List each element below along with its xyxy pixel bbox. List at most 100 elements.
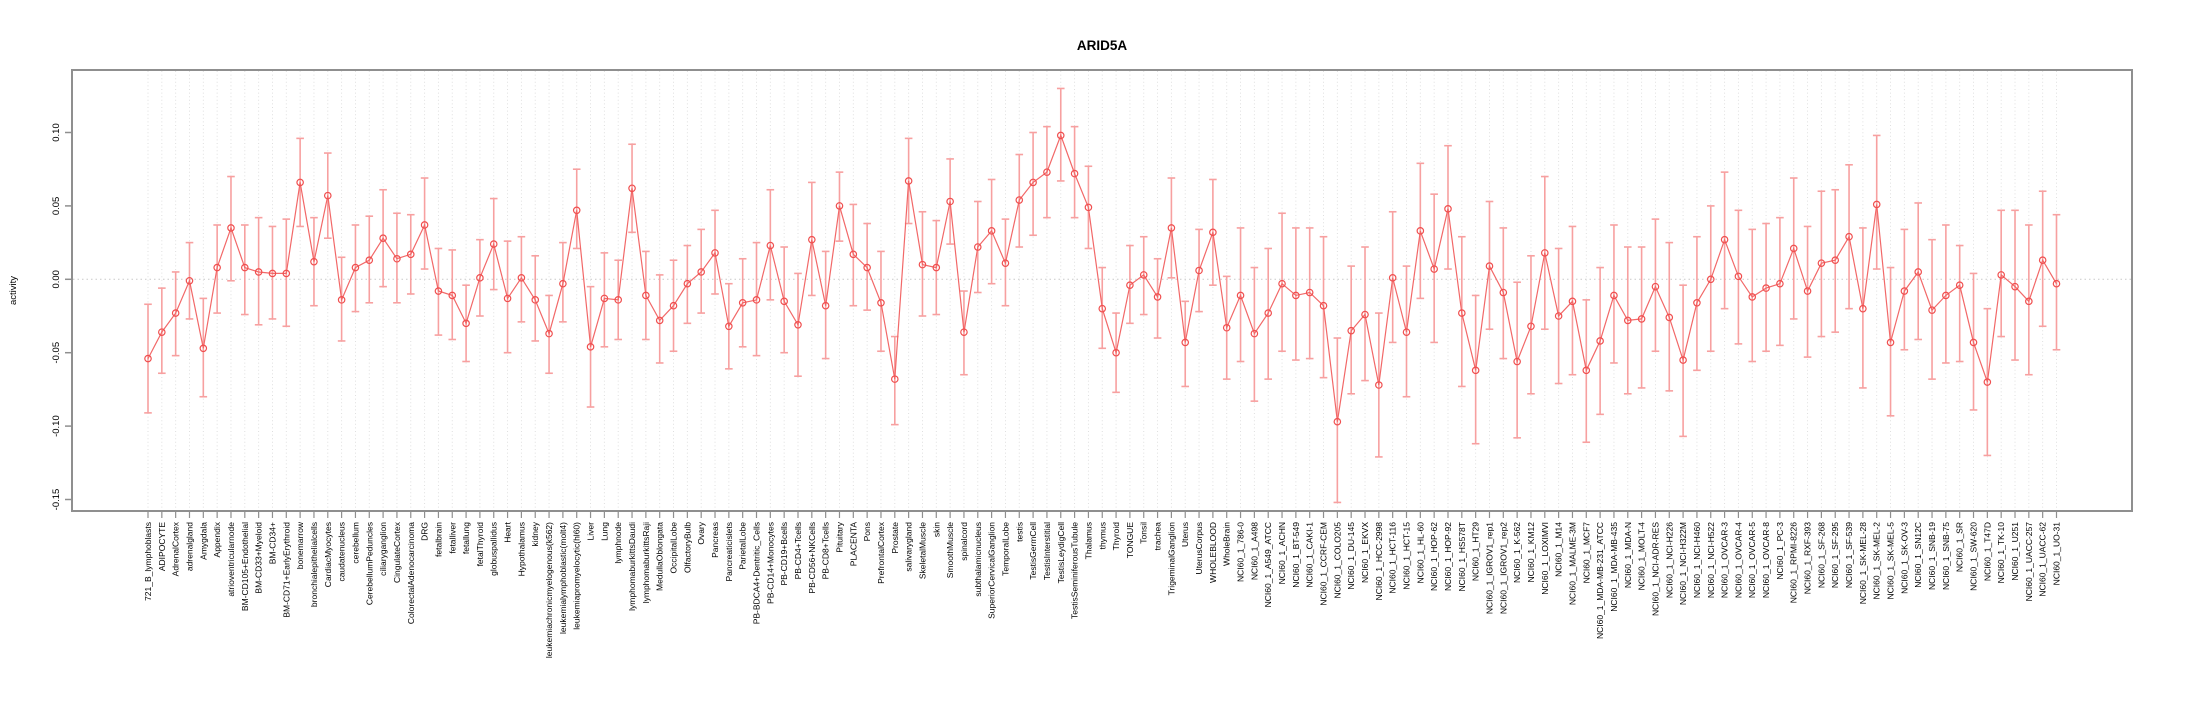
x-tick-label: NCI60_1_M14 <box>1554 522 1564 577</box>
data-point <box>1209 228 1217 237</box>
y-tick-label: 0.05 <box>51 197 62 216</box>
data-point <box>2025 297 2033 306</box>
data-point <box>1568 297 1577 306</box>
x-tick-label: NCI60_1_SK-MEL-5 <box>1886 522 1896 600</box>
x-tick-label: SkeletalMuscle <box>917 522 927 579</box>
x-tick-label: WHOLEBLOOD <box>1208 522 1218 583</box>
data-point <box>1458 309 1466 317</box>
data-point <box>780 297 788 306</box>
chart-title: ARID5A <box>1077 38 1128 53</box>
data-point <box>1955 281 1964 289</box>
data-point <box>987 227 996 235</box>
data-points <box>144 131 2061 426</box>
x-tick-label: NCI60_1_SN12C <box>1913 522 1923 588</box>
x-tick-label: caudatenucleus <box>337 522 347 582</box>
x-tick-label: ADIPOCYTE <box>157 522 167 571</box>
data-point <box>448 291 457 300</box>
data-point <box>1181 338 1190 347</box>
x-tick-label: Prostate <box>890 522 900 554</box>
x-tick-label: fetallung <box>461 522 471 554</box>
x-axis: 721_B_lymphoblasts ADIPOCYTE AdrenalCortex… <box>143 511 2062 658</box>
data-point <box>1029 178 1037 187</box>
data-point <box>1527 322 1535 331</box>
x-tick-label: Pons <box>862 522 872 541</box>
data-point <box>628 184 636 193</box>
x-tick-label: NCI60_1_NCI-H522 <box>1706 522 1716 598</box>
x-tick-label: Lung <box>599 522 609 541</box>
x-tick-label: NCI60_1_COLO205 <box>1332 522 1342 599</box>
data-point <box>1803 287 1812 295</box>
x-tick-label: NCI60_1_SK-MEL-28 <box>1858 522 1868 604</box>
x-tick-label: NCI60_1_HCC-2998 <box>1374 522 1384 601</box>
data-point <box>1499 288 1508 297</box>
x-tick-label: TemporalLobe <box>1000 522 1010 576</box>
data-point <box>572 206 581 215</box>
x-tick-label: NCI60_1_CCRF-CEM <box>1319 522 1329 606</box>
data-point <box>586 343 595 351</box>
x-tick-label: fetalbrain <box>433 522 443 557</box>
data-point <box>489 240 498 248</box>
x-tick-label: thymus <box>1097 522 1107 549</box>
x-tick-label: Heart <box>503 521 513 542</box>
x-tick-label: adrenalgland <box>184 522 194 571</box>
x-tick-label: fetalThyroid <box>475 522 485 567</box>
x-tick-label: leukemialymphoblastic(molt4) <box>558 522 568 634</box>
data-point <box>711 249 719 257</box>
x-tick-label: NCI60_1_SF-295 <box>1830 522 1840 588</box>
data-point <box>849 250 858 259</box>
x-tick-label: UterusCorpus <box>1194 522 1204 574</box>
data-point <box>310 257 318 266</box>
x-tick-label: NCI60_1_IGROV1_rep1 <box>1484 522 1494 614</box>
y-tick-label: -0.10 <box>51 415 62 437</box>
x-tick-label: kidney <box>530 521 540 546</box>
data-point <box>1623 316 1632 325</box>
data-point <box>1748 293 1757 301</box>
x-tick-label: ColorectalAdenocarcinoma <box>406 522 416 624</box>
data-point <box>1734 272 1743 281</box>
x-tick-label: NCI60_1_HT29 <box>1471 522 1481 581</box>
x-tick-label: Pituitary <box>834 521 844 552</box>
x-tick-label: Ovary <box>696 521 706 544</box>
data-point <box>1969 338 1978 347</box>
data-point <box>268 269 277 278</box>
data-point <box>821 301 830 310</box>
x-tick-label: DRG <box>420 522 430 541</box>
x-tick-label: CardiacMyocytes <box>323 522 333 587</box>
data-point <box>406 250 415 259</box>
data-point <box>697 268 705 276</box>
data-point <box>1817 259 1826 267</box>
x-tick-label: Pancreaticislets <box>724 522 734 582</box>
data-point <box>655 316 664 325</box>
data-point <box>2011 282 2019 291</box>
x-tick-label: TestisSeminiferousTubule <box>1070 522 1080 619</box>
data-point <box>863 263 871 272</box>
data-point <box>1444 205 1452 213</box>
data-point <box>199 344 208 353</box>
data-point <box>1679 356 1687 364</box>
data-point <box>1375 381 1383 389</box>
x-tick-label: ciliaryganglion <box>378 522 388 576</box>
x-tick-label: NCI60_1_SF-539 <box>1844 522 1854 588</box>
y-tick-label: 0.00 <box>51 270 62 289</box>
data-point <box>503 294 512 303</box>
x-tick-label: Amygdala <box>198 522 208 560</box>
x-tick-label: Pancreas <box>710 522 720 558</box>
x-tick-label: NCI60_1_EKVX <box>1360 522 1370 583</box>
data-point <box>891 375 899 383</box>
x-tick-label: TrigeminalGanglion <box>1166 522 1176 596</box>
x-tick-label: skin <box>931 522 941 537</box>
x-tick-label: Appendix <box>212 521 222 557</box>
x-tick-label: MedullaOblongata <box>655 522 665 591</box>
data-point <box>241 263 249 272</box>
data-point <box>835 202 844 210</box>
data-point <box>1776 279 1784 288</box>
x-tick-label: NCI60_1_SNB-75 <box>1941 522 1951 590</box>
x-tick-label: NCI60_1_786-0 <box>1236 522 1246 582</box>
data-point <box>1430 265 1438 273</box>
x-tick-label: TONGUE <box>1125 522 1135 559</box>
x-tick-label: NCI60_1_MOLT-4 <box>1637 522 1647 591</box>
data-point <box>1541 249 1549 257</box>
x-tick-label: spinalcord <box>959 522 969 561</box>
x-tick-label: NCI60_1_IGROV1_rep2 <box>1498 522 1508 614</box>
